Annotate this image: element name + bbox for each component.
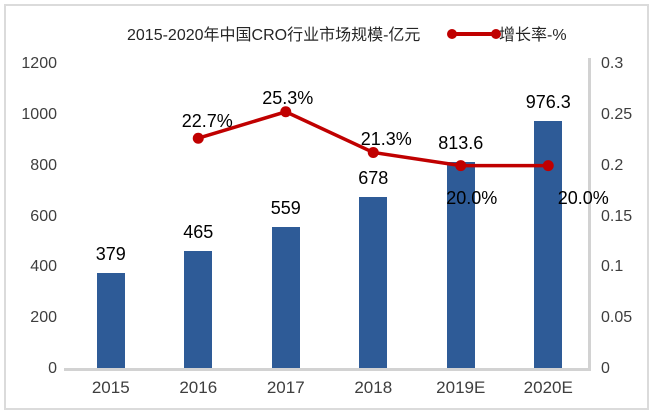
right-axis-tick: 0.3 bbox=[601, 55, 624, 72]
bar bbox=[446, 162, 475, 369]
bar-value-label: 976.3 bbox=[525, 91, 571, 112]
line-value-label: 22.7% bbox=[181, 111, 233, 132]
left-axis-tick: 1000 bbox=[21, 105, 57, 123]
chart-border bbox=[4, 4, 649, 410]
bar-value-label: 559 bbox=[270, 197, 301, 218]
left-axis-tick: 800 bbox=[30, 156, 57, 174]
bar bbox=[359, 196, 388, 369]
line-value-label: 21.3% bbox=[360, 129, 412, 150]
line-marker-icon bbox=[491, 29, 501, 39]
right-axis-tick: 0.05 bbox=[601, 309, 633, 327]
right-axis-line bbox=[588, 58, 591, 371]
x-axis-label: 2017 bbox=[266, 378, 305, 397]
bar bbox=[184, 250, 213, 369]
legend-bar-swatch bbox=[87, 28, 122, 39]
left-axis-tick: 200 bbox=[30, 309, 57, 327]
right-axis-tick: 0.2 bbox=[601, 156, 624, 174]
x-axis-line bbox=[64, 368, 591, 371]
right-axis-tick: 0.15 bbox=[601, 207, 633, 225]
left-axis-tick: 400 bbox=[30, 258, 57, 276]
line-marker-icon bbox=[447, 29, 457, 39]
x-axis-label: 2016 bbox=[179, 378, 218, 397]
legend-bar-label: 2015-2020年中国CRO行业市场规模-亿元 bbox=[127, 27, 421, 44]
x-axis-label: 2015 bbox=[91, 378, 130, 397]
bar bbox=[271, 226, 300, 369]
x-axis-label: 2019E bbox=[436, 378, 486, 397]
legend-line-swatch bbox=[447, 29, 501, 39]
line-value-label: 20.0% bbox=[446, 187, 498, 208]
bar bbox=[534, 120, 563, 369]
bar-value-label: 379 bbox=[95, 243, 126, 264]
bar-value-label: 678 bbox=[358, 167, 389, 188]
legend-line-label: 增长率-% bbox=[499, 27, 567, 44]
left-axis-tick: 600 bbox=[30, 207, 57, 225]
right-axis-tick: 0.25 bbox=[601, 105, 633, 123]
left-axis-tick: 1200 bbox=[21, 55, 57, 72]
x-axis-label: 2018 bbox=[354, 378, 393, 397]
x-axis-label: 2020E bbox=[523, 378, 573, 397]
left-axis-tick: 0 bbox=[48, 360, 57, 377]
right-axis-tick: 0 bbox=[601, 360, 610, 377]
bar bbox=[96, 272, 125, 369]
right-axis-tick: 0.1 bbox=[601, 258, 624, 276]
line-value-label: 25.3% bbox=[262, 87, 314, 108]
bar-value-label: 465 bbox=[183, 221, 214, 242]
line-value-label: 20.0% bbox=[557, 187, 609, 208]
